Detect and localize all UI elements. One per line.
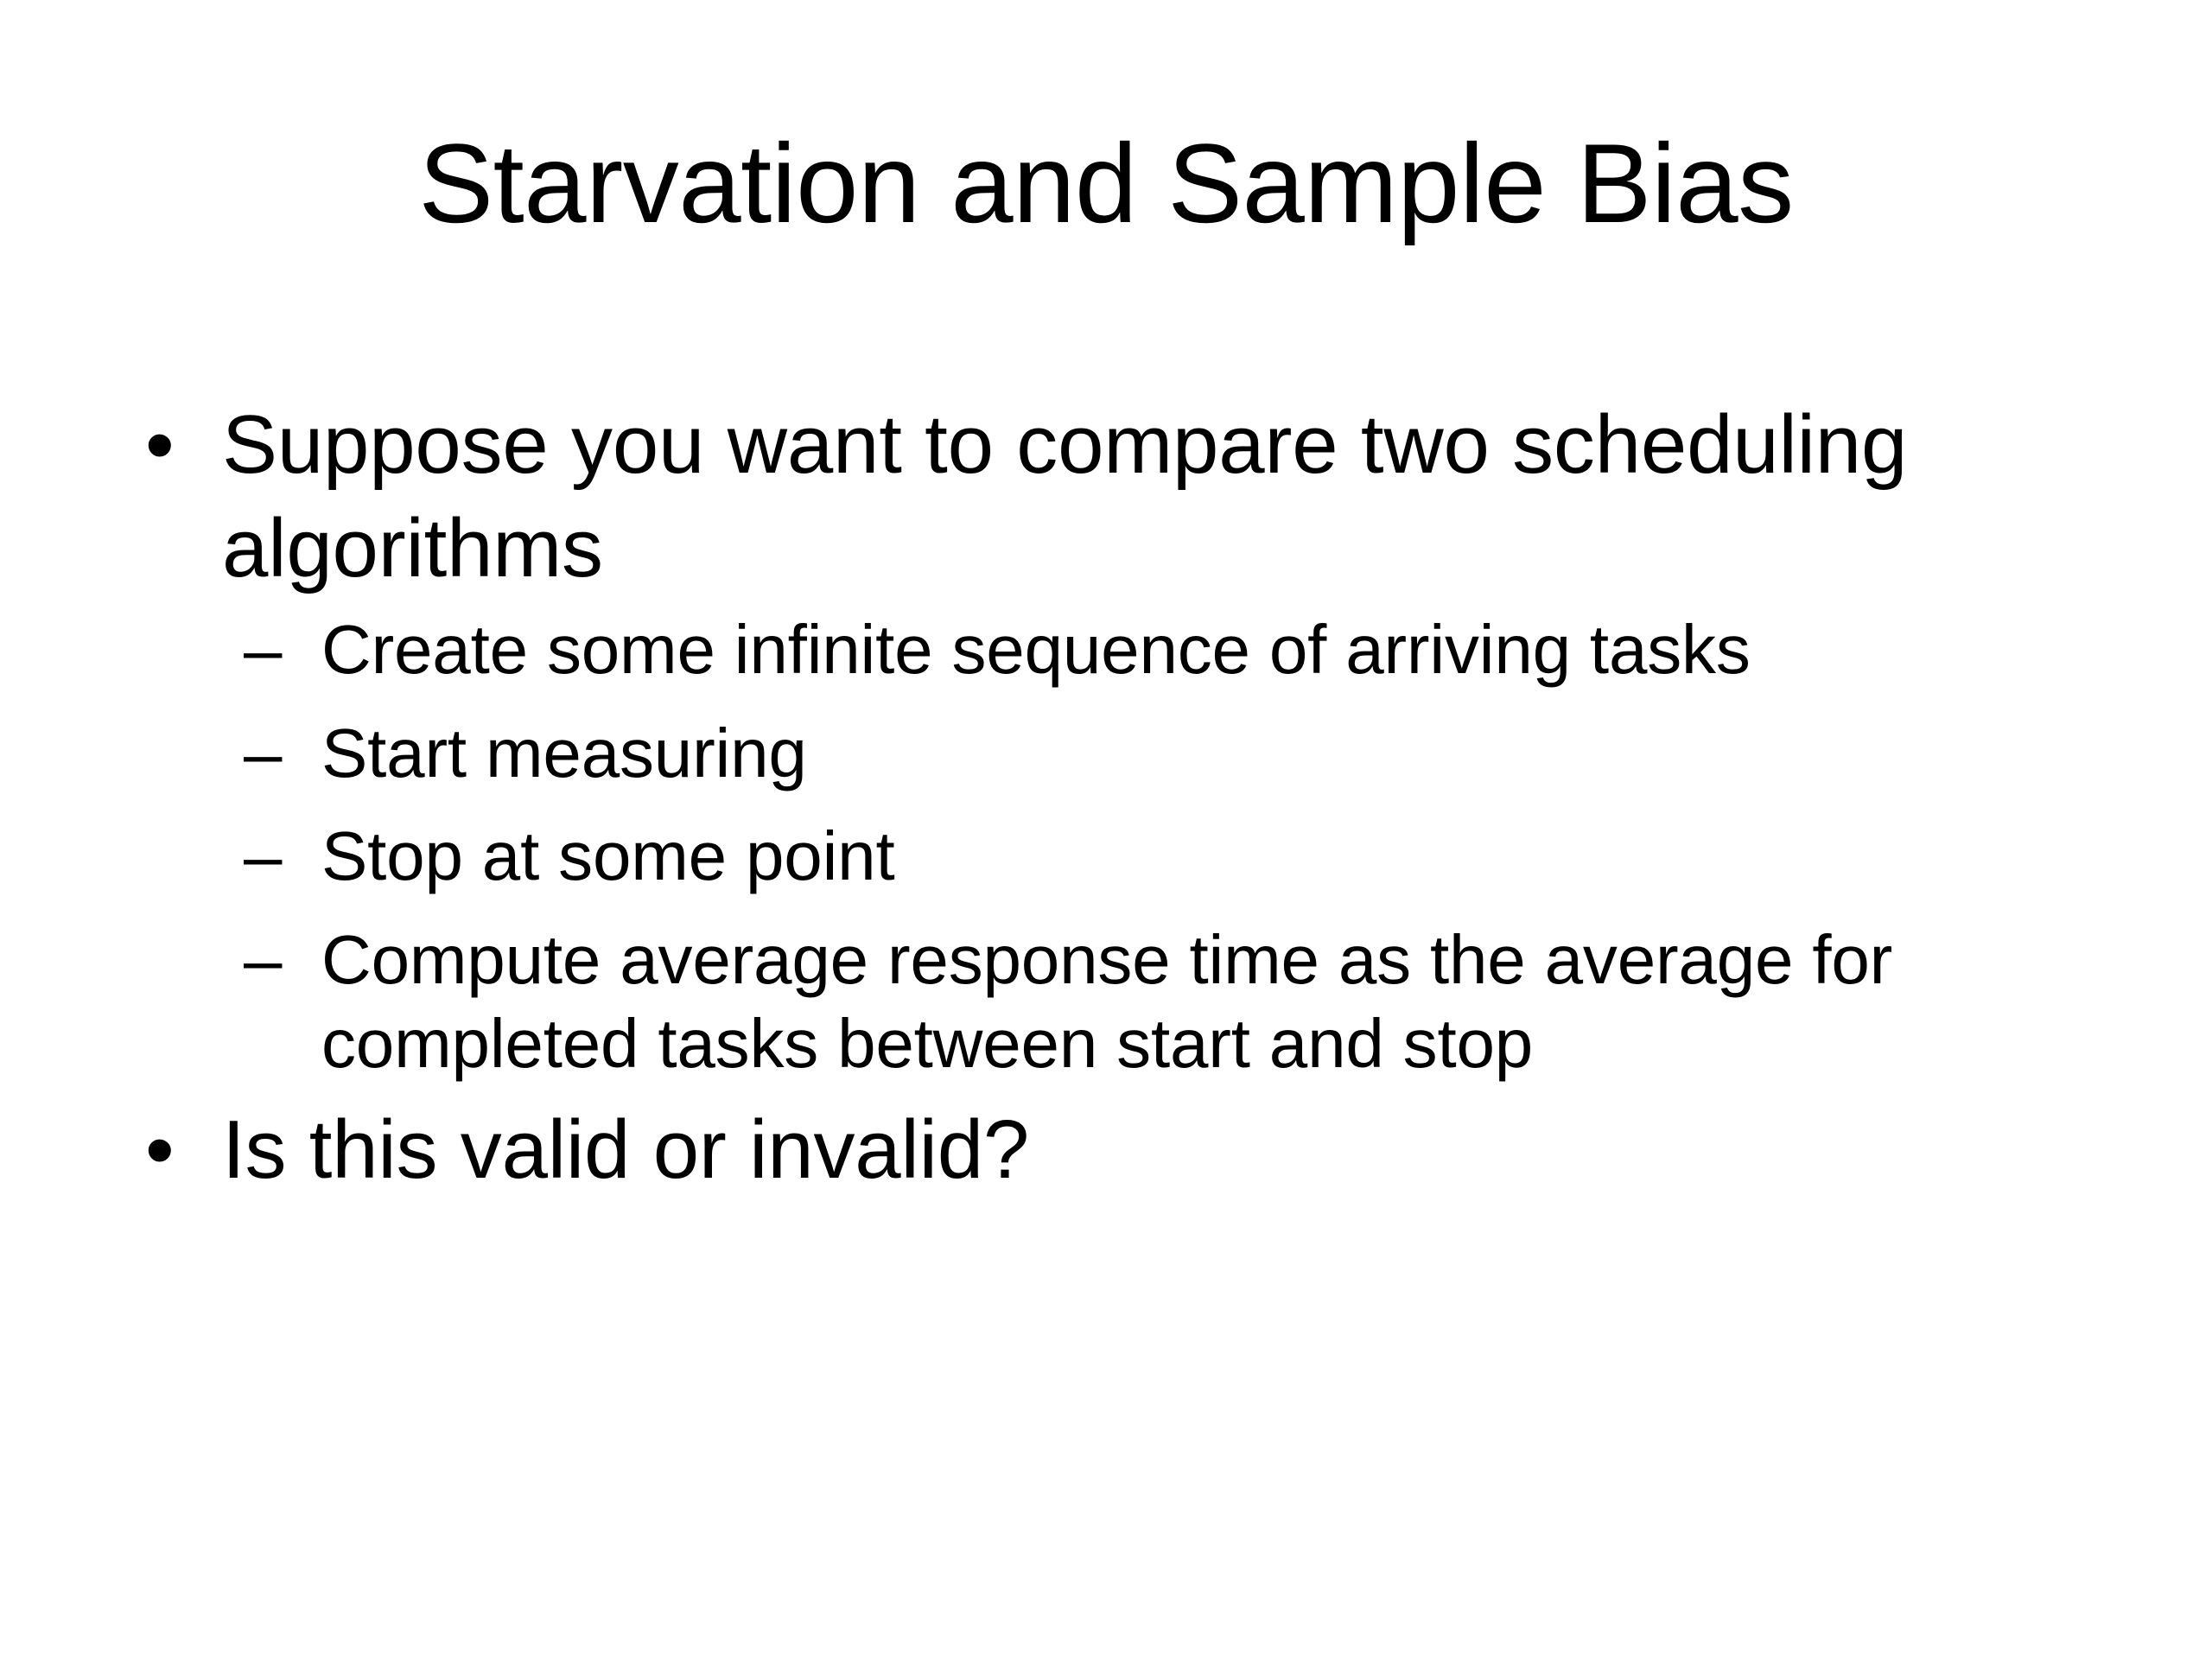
dash-bullet-icon: –: [244, 920, 283, 998]
sub-bullet-item-3-label: Stop at some point: [321, 817, 895, 895]
bullet-item-1-label: Suppose you want to compare two scheduli…: [222, 398, 1908, 594]
dash-bullet-icon: –: [244, 714, 283, 791]
sub-bullet-item-4: – Compute average response time as the a…: [244, 918, 2082, 1086]
dash-bullet-icon: –: [244, 817, 283, 895]
sub-bullet-item-3: – Stop at some point: [244, 814, 2082, 899]
bullet-item-1: • Suppose you want to compare two schedu…: [138, 393, 2082, 601]
sub-bullet-item-2: – Start measuring: [244, 711, 2082, 796]
bullet-list: • Suppose you want to compare two schedu…: [138, 393, 2082, 1202]
sub-bullet-item-2-label: Start measuring: [321, 714, 807, 791]
dash-bullet-icon: –: [244, 611, 283, 688]
sub-bullet-item-4-label: Compute average response time as the ave…: [321, 920, 1893, 1083]
sub-bullet-item-1-label: Create some infinite sequence of arrivin…: [321, 611, 1751, 688]
bullet-dot-icon: •: [145, 398, 175, 491]
sub-bullet-group: – Create some infinite sequence of arriv…: [138, 607, 2082, 1086]
bullet-item-2-label: Is this valid or invalid?: [222, 1103, 1030, 1196]
slide-body: • Suppose you want to compare two schedu…: [138, 393, 2082, 1207]
sub-bullet-item-1: – Create some infinite sequence of arriv…: [244, 607, 2082, 692]
bullet-dot-icon: •: [145, 1103, 175, 1196]
sub-bullet-list: – Create some infinite sequence of arriv…: [244, 607, 2082, 1086]
bullet-item-2: • Is this valid or invalid?: [138, 1098, 2082, 1202]
slide-title: Starvation and Sample Bias: [418, 120, 1794, 246]
